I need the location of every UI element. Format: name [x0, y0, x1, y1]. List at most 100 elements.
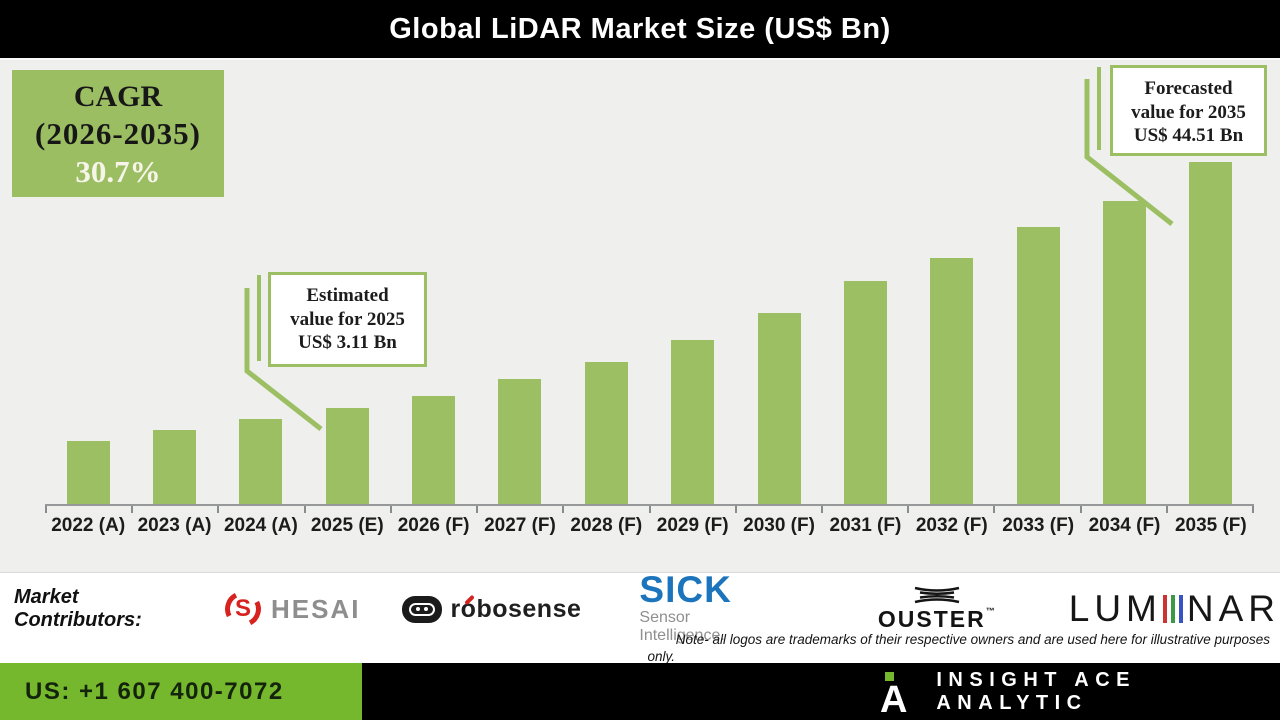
x-axis-label: 2029 (F)	[656, 515, 729, 536]
title-bar: Global LiDAR Market Size (US$ Bn)	[0, 0, 1280, 58]
x-axis-label: 2024 (A)	[223, 515, 298, 536]
bar-2028-f-	[563, 60, 649, 504]
callout-estimated-line2: value for 2025	[290, 308, 405, 330]
x-axis-tick	[648, 506, 735, 513]
ouster-text: OUSTER	[877, 605, 986, 632]
trademark-note-line2: only.	[647, 649, 675, 663]
x-axis-tick	[131, 506, 217, 513]
luminar-wordmark: LUM NAR	[1069, 588, 1280, 630]
callout-estimated-2025: Estimated value for 2025 US$ 3.11 Bn	[268, 272, 427, 367]
ouster-hourglass-icon	[915, 586, 960, 603]
callout-forecast-line2: value for 2035	[1131, 101, 1246, 123]
bar-2034-f-	[1081, 60, 1167, 504]
x-axis-line	[45, 504, 1254, 506]
bar-2030-f-	[736, 60, 822, 504]
luminar-nar: NAR	[1186, 588, 1280, 629]
trademark-note: Note- all logos are trademarks of their …	[370, 632, 1270, 663]
ouster-logo: OUSTER™	[878, 586, 997, 633]
contributors-footer: Market Contributors: S HESAI robosense S…	[0, 572, 1280, 663]
robot-visor	[409, 602, 436, 616]
x-axis-tick	[217, 506, 303, 513]
brand-name: INSIGHT ACE ANALYTIC	[936, 668, 1137, 714]
x-axis-tick	[389, 506, 476, 513]
bar-2033-f-	[995, 60, 1081, 504]
callout-forecast-value: US$ 44.51 Bn	[1133, 125, 1244, 146]
x-axis-tick	[1079, 506, 1166, 513]
bar-2029-f-	[650, 60, 736, 504]
cagr-badge: CAGR (2026-2035) 30.7%	[12, 70, 224, 197]
hesai-logo-icon: S	[220, 586, 266, 632]
x-axis-tick	[820, 506, 907, 513]
x-axis-label: 2031 (F)	[829, 515, 902, 536]
x-axis-label: 2034 (F)	[1088, 515, 1161, 536]
x-axis-label: 2033 (F)	[1002, 515, 1075, 536]
phone-block: US: +1 607 400-7072	[0, 663, 362, 720]
robosense-logo: robosense	[402, 595, 581, 624]
x-axis-tick	[476, 506, 562, 513]
x-axis-tick	[907, 506, 993, 513]
x-axis-label: 2032 (F)	[915, 515, 988, 536]
bar-series	[45, 60, 1254, 504]
hesai-wordmark: HESAI	[270, 593, 361, 624]
bar-2035-f-	[1168, 60, 1254, 504]
luminar-lum: LUM	[1068, 588, 1162, 629]
sick-logo: SICK Sensor Intelligence.	[639, 573, 760, 645]
x-axis-tick	[993, 506, 1079, 513]
x-axis-tick	[303, 506, 390, 513]
cagr-value: 30.7%	[75, 154, 161, 189]
luminar-red-bar	[1162, 595, 1167, 623]
robosense-o-accent: o	[460, 594, 477, 623]
bar-2026-f-	[390, 60, 476, 504]
callout-estimated-line1: Estimated	[306, 285, 389, 306]
ouster-wordmark: OUSTER™	[878, 606, 997, 633]
robot-eye-left	[416, 606, 421, 611]
contributors-row: Market Contributors: S HESAI robosense S…	[0, 573, 1280, 645]
luminar-logo: LUM NAR	[1069, 588, 1280, 630]
contributors-label: Market Contributors:	[14, 586, 142, 631]
x-axis-label: 2028 (F)	[570, 515, 643, 536]
sick-tagline: Sensor Intelligence.	[639, 609, 725, 644]
luminar-blue-bar	[1178, 595, 1183, 623]
hesai-logo: S HESAI	[220, 586, 361, 632]
chart-area: CAGR (2026-2035) 30.7% 2022 (A) 2023 (A) 2…	[0, 58, 1280, 572]
luminar-green-bar	[1170, 595, 1175, 623]
brand-block: A INSIGHT ACE ANALYTIC	[880, 663, 1280, 720]
robot-eye-right	[424, 606, 429, 611]
x-axis-tick	[45, 506, 131, 513]
bar-2025-e-	[304, 60, 390, 504]
callout-estimated-value: US$ 3.11 Bn	[298, 332, 397, 353]
insightace-logo-icon: A	[880, 669, 910, 720]
bar-2023-a-	[131, 60, 217, 504]
trademark-note-line1: Note- all logos are trademarks of their …	[675, 632, 1270, 647]
phone-number: US: +1 607 400-7072	[25, 677, 284, 705]
sick-wordmark: SICK	[639, 572, 732, 610]
robosense-r: r	[450, 594, 461, 623]
x-axis-tick	[734, 506, 821, 513]
cagr-period: (2026-2035)	[35, 116, 201, 151]
bar-2027-f-	[477, 60, 563, 504]
x-axis-label: 2030 (F)	[743, 515, 815, 536]
x-axis-label: 2023 (A)	[137, 515, 212, 536]
callout-forecast-2035: Forecasted value for 2035 US$ 44.51 Bn	[1110, 65, 1267, 156]
logo-green-dot	[885, 671, 894, 681]
ouster-trademark: ™	[985, 605, 997, 616]
robosense-wordmark: robosense	[450, 595, 581, 624]
logo-a-letter: A	[880, 678, 908, 720]
bar-2031-f-	[822, 60, 908, 504]
bar-2032-f-	[909, 60, 995, 504]
x-axis-labels: 2022 (A) 2023 (A) 2024 (A) 2025 (E) 2026 (F)…	[45, 515, 1254, 537]
callout-forecast-line1: Forecasted	[1144, 78, 1233, 99]
x-axis-ticks	[45, 506, 1254, 513]
x-axis-label: 2022 (A)	[51, 515, 126, 536]
robosense-robot-icon	[402, 595, 443, 623]
x-axis-tick	[1165, 506, 1252, 513]
bottom-bar: US: +1 607 400-7072 A INSIGHT ACE ANALYT…	[0, 663, 1280, 720]
cagr-label: CAGR	[73, 80, 163, 113]
robosense-rest: bosense	[476, 594, 582, 623]
bar-2022-a-	[45, 60, 131, 504]
x-axis-label: 2035 (F)	[1174, 515, 1247, 536]
page-title: Global LiDAR Market Size (US$ Bn)	[389, 12, 891, 45]
x-axis-label: 2026 (F)	[397, 515, 470, 536]
hesai-icon-letter: S	[234, 594, 251, 622]
x-axis-tick	[562, 506, 648, 513]
